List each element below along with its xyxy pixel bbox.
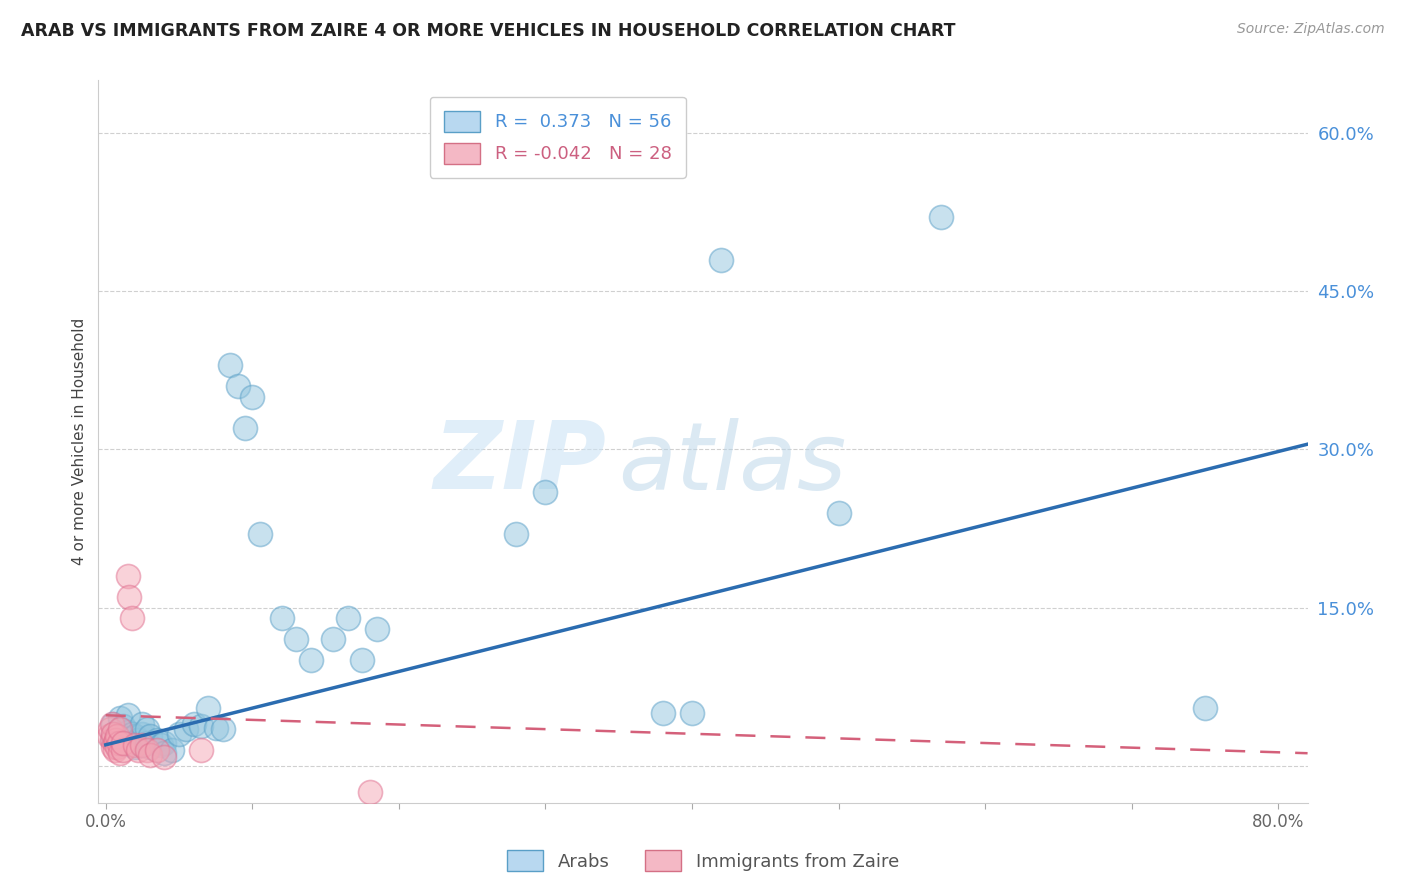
Point	[249, 526, 271, 541]
Point	[233, 421, 256, 435]
Point	[101, 739, 124, 754]
Point	[101, 727, 124, 741]
Point	[285, 632, 308, 647]
Point	[204, 721, 226, 735]
Legend: Arabs, Immigrants from Zaire: Arabs, Immigrants from Zaire	[499, 843, 907, 879]
Point	[197, 701, 219, 715]
Point	[98, 722, 121, 736]
Point	[827, 506, 849, 520]
Point	[534, 484, 557, 499]
Point	[97, 730, 120, 744]
Point	[359, 785, 381, 799]
Point	[135, 736, 157, 750]
Point	[117, 725, 139, 739]
Point	[127, 743, 149, 757]
Point	[100, 732, 122, 747]
Point	[107, 739, 129, 754]
Point	[105, 732, 128, 747]
Point	[112, 730, 135, 744]
Point	[112, 736, 135, 750]
Point	[121, 611, 143, 625]
Point	[124, 738, 146, 752]
Point	[107, 738, 129, 752]
Point	[131, 727, 153, 741]
Point	[112, 743, 135, 757]
Point	[226, 379, 249, 393]
Point	[117, 569, 139, 583]
Point	[112, 719, 135, 733]
Point	[110, 711, 132, 725]
Point	[153, 750, 176, 764]
Point	[270, 611, 292, 625]
Point	[336, 611, 359, 625]
Point	[190, 719, 212, 733]
Point	[322, 632, 344, 647]
Point	[138, 730, 160, 744]
Point	[110, 746, 132, 760]
Point	[505, 526, 527, 541]
Y-axis label: 4 or more Vehicles in Household: 4 or more Vehicles in Household	[72, 318, 87, 566]
Point	[124, 730, 146, 744]
Point	[240, 390, 263, 404]
Point	[108, 736, 131, 750]
Point	[176, 722, 198, 736]
Point	[146, 732, 169, 747]
Point	[219, 358, 242, 372]
Point	[153, 736, 176, 750]
Point	[121, 727, 143, 741]
Point	[135, 743, 157, 757]
Point	[183, 716, 205, 731]
Point	[138, 739, 160, 754]
Legend: R =  0.373   N = 56, R = -0.042   N = 28: R = 0.373 N = 56, R = -0.042 N = 28	[430, 96, 686, 178]
Point	[101, 732, 124, 747]
Point	[100, 716, 122, 731]
Point	[117, 708, 139, 723]
Point	[146, 743, 169, 757]
Point	[127, 732, 149, 747]
Point	[110, 722, 132, 736]
Point	[212, 722, 235, 736]
Point	[150, 738, 173, 752]
Point	[190, 743, 212, 757]
Point	[103, 736, 125, 750]
Point	[131, 738, 153, 752]
Point	[299, 653, 322, 667]
Point	[101, 727, 124, 741]
Point	[103, 743, 125, 757]
Point	[131, 738, 153, 752]
Point	[110, 732, 132, 747]
Point	[131, 716, 153, 731]
Point	[681, 706, 703, 720]
Point	[117, 736, 139, 750]
Point	[153, 746, 176, 760]
Point	[651, 706, 673, 720]
Point	[710, 252, 733, 267]
Point	[366, 622, 388, 636]
Point	[1194, 701, 1216, 715]
Point	[110, 722, 132, 736]
Point	[101, 716, 124, 731]
Point	[138, 748, 160, 763]
Point	[352, 653, 374, 667]
Text: atlas: atlas	[619, 417, 846, 508]
Point	[135, 722, 157, 736]
Text: Source: ZipAtlas.com: Source: ZipAtlas.com	[1237, 22, 1385, 37]
Point	[929, 211, 952, 225]
Point	[160, 743, 183, 757]
Point	[124, 739, 146, 754]
Text: ARAB VS IMMIGRANTS FROM ZAIRE 4 OR MORE VEHICLES IN HOUSEHOLD CORRELATION CHART: ARAB VS IMMIGRANTS FROM ZAIRE 4 OR MORE …	[21, 22, 956, 40]
Point	[167, 727, 190, 741]
Text: ZIP: ZIP	[433, 417, 606, 509]
Point	[118, 590, 141, 604]
Point	[107, 730, 129, 744]
Point	[121, 738, 143, 752]
